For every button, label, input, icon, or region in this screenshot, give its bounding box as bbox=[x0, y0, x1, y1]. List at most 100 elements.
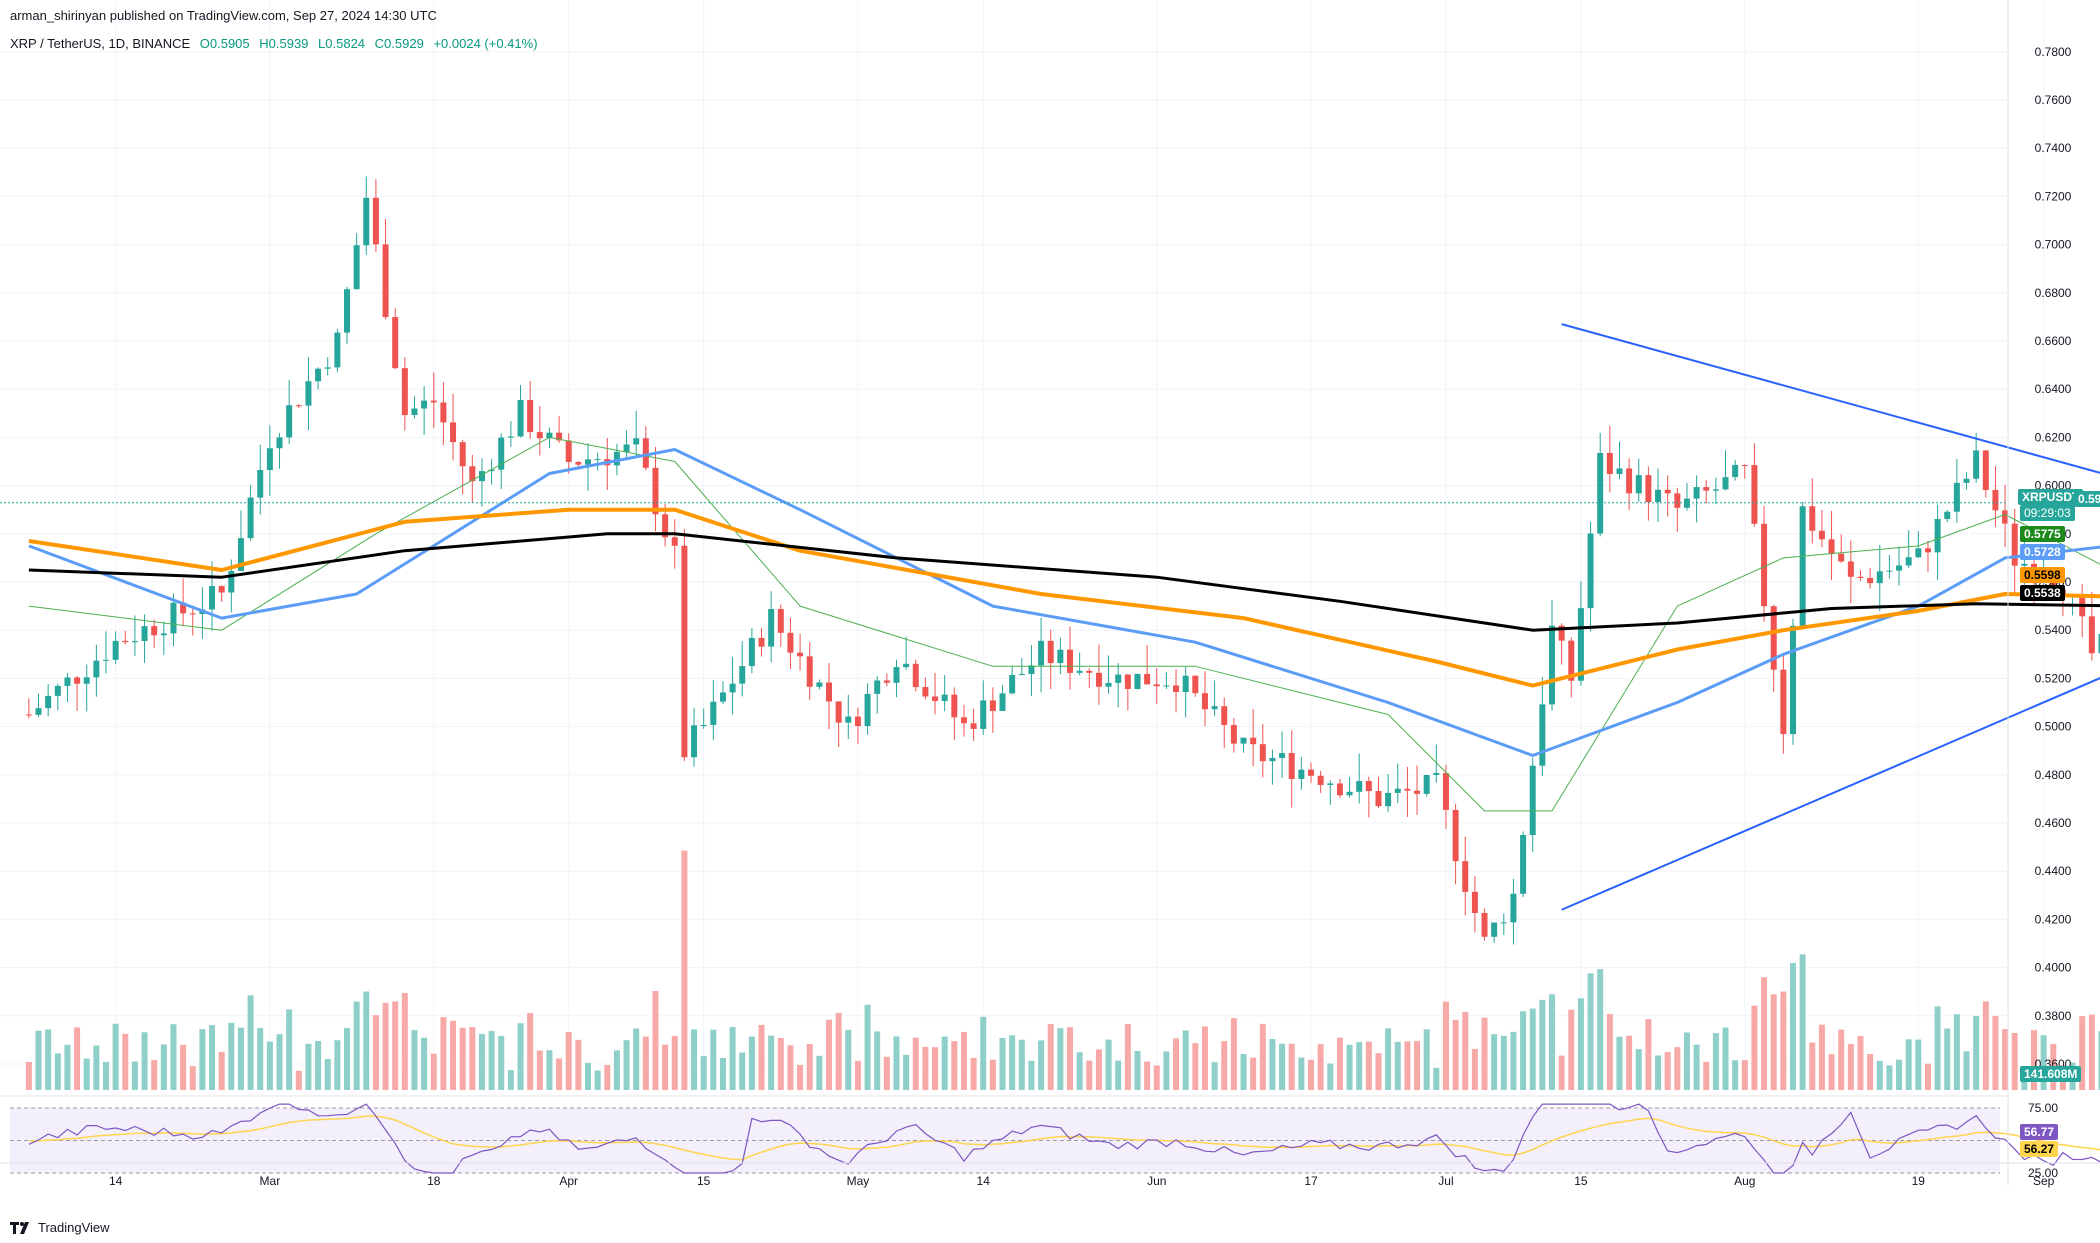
ohlc-low: L0.5824 bbox=[318, 36, 366, 51]
ma20-tag: 0.5775 bbox=[2020, 526, 2065, 542]
candle-body bbox=[459, 442, 466, 467]
triangle-trendlines bbox=[1561, 323, 2100, 911]
volume-bar bbox=[1963, 1051, 1970, 1090]
candle-body bbox=[1645, 475, 1652, 503]
candle-body bbox=[103, 659, 109, 661]
volume-bar bbox=[729, 1027, 736, 1090]
volume-bar bbox=[1365, 1041, 1372, 1090]
volume-bar bbox=[2079, 1016, 2086, 1090]
y-tick-label: 0.3800 bbox=[2035, 1009, 2072, 1023]
candle-body bbox=[1703, 487, 1710, 491]
candle-body bbox=[1751, 465, 1758, 524]
volume-bar bbox=[768, 1035, 775, 1090]
candle-body bbox=[54, 685, 61, 696]
volume-bar bbox=[151, 1060, 158, 1090]
candle-body bbox=[1992, 489, 1999, 511]
rsi-level-label: 25.00 bbox=[2028, 1166, 2058, 1180]
symbol-tag: XRPUSDT bbox=[2018, 489, 2084, 505]
published-by: arman_shirinyan published on TradingView… bbox=[10, 8, 437, 23]
volume-bar bbox=[806, 1043, 813, 1090]
candle-body bbox=[1481, 912, 1488, 937]
candle-body bbox=[729, 683, 736, 693]
volume-bar bbox=[681, 850, 688, 1090]
volume-bar bbox=[459, 1027, 466, 1090]
volume-bar bbox=[700, 1056, 707, 1090]
candle-body bbox=[2098, 634, 2100, 654]
candle-body bbox=[1867, 577, 1874, 584]
candle-body bbox=[305, 381, 312, 406]
candle-body bbox=[883, 680, 890, 683]
y-tick-label: 0.4600 bbox=[2035, 816, 2072, 830]
volume-bar bbox=[642, 1036, 649, 1090]
volume-bar bbox=[1076, 1052, 1083, 1090]
volume-bar bbox=[1741, 1060, 1748, 1090]
candle-body bbox=[1539, 704, 1546, 766]
candle-body bbox=[2011, 523, 2018, 566]
candle-body bbox=[700, 724, 707, 726]
candle-body bbox=[835, 701, 842, 723]
candle-body bbox=[344, 289, 350, 333]
volume-bar bbox=[1838, 1029, 1845, 1090]
rsi-pane bbox=[28, 1103, 2100, 1174]
candle-body bbox=[421, 400, 428, 409]
candle-body bbox=[1356, 781, 1363, 792]
volume-bar bbox=[1433, 1067, 1440, 1090]
volume-bar bbox=[237, 1027, 244, 1090]
volume-bar bbox=[999, 1037, 1006, 1090]
volume-bar bbox=[131, 1061, 138, 1090]
candle-body bbox=[1587, 533, 1594, 609]
candle-body bbox=[517, 400, 524, 437]
volume-bar bbox=[2088, 1014, 2095, 1090]
volume-bar bbox=[1346, 1044, 1353, 1090]
candle-body bbox=[1558, 625, 1565, 641]
candle-body bbox=[315, 368, 322, 382]
candle-body bbox=[719, 692, 726, 702]
candle-body bbox=[1414, 790, 1421, 794]
volume-bar bbox=[401, 992, 408, 1090]
volume-bar bbox=[1953, 1014, 1960, 1090]
candle-body bbox=[411, 408, 418, 416]
volume-bar bbox=[671, 1035, 678, 1090]
candle-body bbox=[1009, 674, 1016, 694]
volume-bar bbox=[257, 1028, 264, 1090]
volume-bar bbox=[324, 1058, 331, 1090]
y-tick-label: 0.7200 bbox=[2035, 189, 2072, 203]
candle-body bbox=[266, 448, 273, 470]
candle-body bbox=[1336, 783, 1343, 796]
volume-bar bbox=[1886, 1065, 1893, 1090]
time-axis: 14Mar18Apr15May14Jun17Jul15Aug19Sep16Oct… bbox=[0, 1162, 2100, 1188]
volume-bar bbox=[1317, 1044, 1324, 1090]
candle-body bbox=[83, 677, 90, 684]
candle-body bbox=[932, 696, 939, 702]
candle-body bbox=[1886, 570, 1893, 572]
candle-body bbox=[556, 432, 563, 441]
candle-body bbox=[797, 652, 804, 657]
volume-bar bbox=[922, 1046, 929, 1090]
x-tick-label: May bbox=[847, 1174, 870, 1188]
volume-bar bbox=[1790, 962, 1796, 1090]
candle-body bbox=[151, 626, 158, 636]
y-tick-label: 0.7800 bbox=[2035, 45, 2072, 59]
volume-bar bbox=[787, 1045, 794, 1090]
candle-body bbox=[1095, 672, 1102, 687]
volume-bar bbox=[517, 1023, 524, 1090]
volume-bar bbox=[835, 1012, 842, 1090]
candle-body bbox=[1896, 565, 1903, 571]
candle-body bbox=[1153, 684, 1160, 687]
y-tick-label: 0.7000 bbox=[2035, 238, 2072, 252]
candle-body bbox=[989, 700, 996, 711]
candle-body bbox=[189, 613, 196, 615]
candle-body bbox=[1192, 675, 1199, 694]
volume-bar bbox=[1520, 1011, 1527, 1090]
volume-bar bbox=[1009, 1035, 1016, 1090]
rsi-ma-line bbox=[28, 1115, 2100, 1161]
candle-body bbox=[1182, 675, 1189, 693]
rsi-line bbox=[28, 1103, 2100, 1174]
candle-body bbox=[1770, 606, 1777, 670]
volume-bar bbox=[141, 1032, 148, 1090]
volume-bar bbox=[1732, 1060, 1739, 1090]
y-tick-label: 0.5400 bbox=[2035, 623, 2072, 637]
volume-bar bbox=[594, 1070, 601, 1090]
candle-body bbox=[642, 438, 649, 468]
